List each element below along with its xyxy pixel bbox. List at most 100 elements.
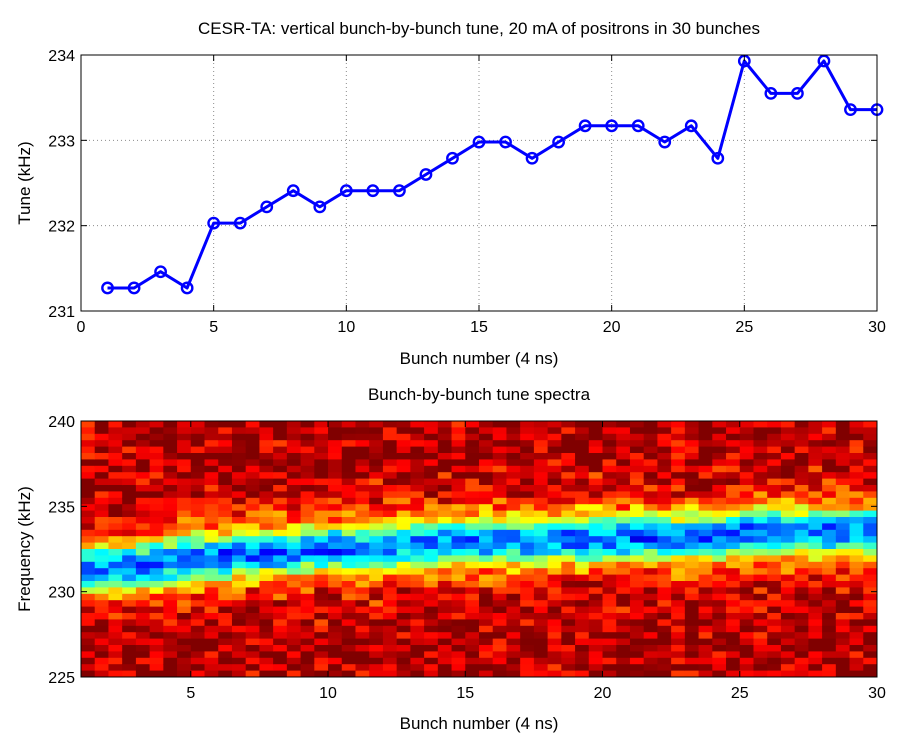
heatmap-cell <box>492 446 508 454</box>
heatmap-cell <box>122 478 137 486</box>
heatmap-cell <box>218 440 233 448</box>
heatmap-cell <box>671 433 686 441</box>
heatmap-cell <box>231 510 247 518</box>
heatmap-cell <box>835 568 851 576</box>
heatmap-cell <box>479 664 494 672</box>
heatmap-cell <box>451 568 466 576</box>
heatmap-cell <box>122 587 137 595</box>
heatmap-cell <box>245 606 261 614</box>
heatmap-cell <box>506 491 521 499</box>
heatmap-cell <box>231 561 247 569</box>
heatmap-cell <box>547 600 562 608</box>
heatmap-cell <box>767 593 782 601</box>
heatmap-cell <box>629 440 645 448</box>
heatmap-cell <box>190 523 206 531</box>
heatmap-cell <box>602 549 617 556</box>
heatmap-cell <box>643 421 659 428</box>
heatmap-cell <box>712 593 727 601</box>
heatmap-cell <box>135 465 151 473</box>
heatmap-cell <box>451 625 466 633</box>
heatmap-cell <box>231 497 247 505</box>
heatmap-cell <box>602 555 617 563</box>
heatmap-cell <box>94 561 110 569</box>
heatmap-cell <box>328 478 343 486</box>
heatmap-cell <box>616 529 631 537</box>
heatmap-cell <box>726 472 741 480</box>
heatmap-cell <box>396 529 411 537</box>
heatmap-cell <box>465 433 480 441</box>
heatmap-cell <box>767 600 782 608</box>
heatmap-cell <box>794 549 809 556</box>
heatmap-cell <box>657 561 672 569</box>
heatmap-cell <box>739 504 755 512</box>
heatmap-cell <box>286 478 302 486</box>
heatmap-cell <box>794 497 809 505</box>
heatmap-cell <box>369 574 384 582</box>
heatmap-cell <box>767 542 782 550</box>
heatmap-cell <box>506 619 521 627</box>
tune-point <box>684 119 698 133</box>
heatmap-cell <box>753 453 768 460</box>
heatmap-cell <box>822 606 837 614</box>
heatmap-cell <box>355 453 370 460</box>
heatmap-cell <box>231 632 247 640</box>
heatmap-cell <box>629 638 645 646</box>
heatmap-cell <box>382 536 398 544</box>
heatmap-cell <box>465 664 480 672</box>
heatmap-cell <box>177 542 192 550</box>
heatmap-cell <box>122 638 137 646</box>
heatmap-cell <box>328 427 343 435</box>
heatmap-cell <box>300 542 315 550</box>
heatmap-cell <box>849 472 864 480</box>
heatmap-cell <box>245 478 261 486</box>
heatmap-cell <box>177 568 192 576</box>
heatmap-cell <box>643 491 659 499</box>
heatmap-cell <box>108 433 123 441</box>
heatmap-cell <box>506 465 521 473</box>
heatmap-cell <box>300 510 315 518</box>
heatmap-cell <box>341 472 357 480</box>
heatmap-cell <box>492 536 508 544</box>
heatmap-cell <box>163 523 178 531</box>
heatmap-cell <box>849 536 864 544</box>
heatmap-cell <box>177 504 192 512</box>
heatmap-cell <box>671 497 686 505</box>
heatmap-cell <box>616 587 631 595</box>
heatmap-cell <box>492 561 508 569</box>
heatmap-cell <box>780 549 796 556</box>
heatmap-cell <box>108 491 123 499</box>
heatmap-cell <box>149 651 164 659</box>
heatmap-cell <box>616 465 631 473</box>
heatmap-cell <box>81 497 96 505</box>
heatmap-cell <box>135 427 151 435</box>
heatmap-cell <box>588 638 604 646</box>
heatmap-cell <box>780 568 796 576</box>
heatmap-cell <box>204 485 219 492</box>
heatmap-cell <box>794 472 809 480</box>
heatmap-cell <box>190 497 206 505</box>
heatmap-cell <box>300 549 315 556</box>
heatmap-cell <box>698 613 713 620</box>
heatmap-cell <box>616 421 631 428</box>
heatmap-cell <box>849 632 864 640</box>
heatmap-cell <box>163 555 178 563</box>
heatmap-cell <box>808 664 823 672</box>
heatmap-cell <box>561 600 576 608</box>
heatmap-cell <box>451 459 466 467</box>
heatmap-cell <box>712 465 727 473</box>
heatmap-cell <box>808 433 823 441</box>
heatmap-cell <box>451 485 466 492</box>
heatmap-cell <box>177 587 192 595</box>
heatmap-cell <box>547 542 562 550</box>
heatmap-cell <box>794 485 809 492</box>
heatmap-cell <box>122 581 137 588</box>
heatmap-cell <box>382 593 398 601</box>
heatmap-cell <box>204 664 219 672</box>
heatmap-cell <box>328 555 343 563</box>
heatmap-cell <box>684 625 700 633</box>
heatmap-cell <box>561 478 576 486</box>
heatmap-cell <box>108 465 123 473</box>
heatmap-cell <box>547 485 562 492</box>
heatmap-cell <box>780 600 796 608</box>
